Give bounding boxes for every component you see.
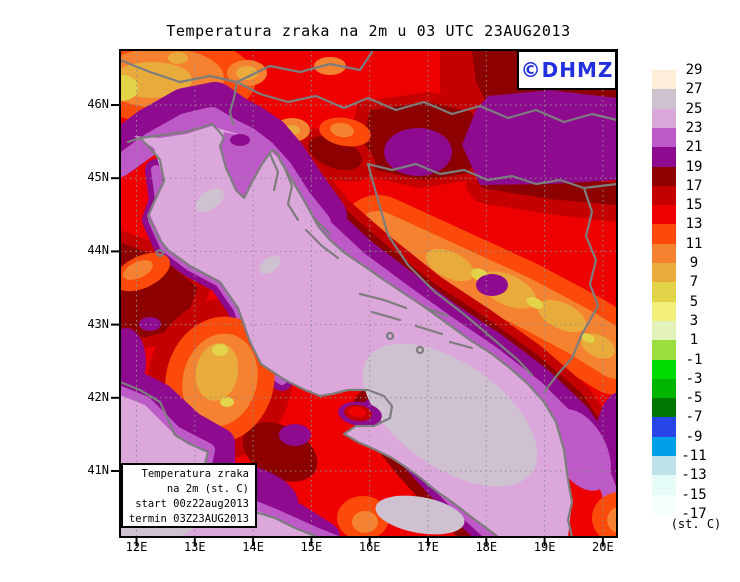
colorbar-swatch — [652, 224, 676, 245]
colorbar-swatch — [652, 166, 676, 187]
colorbar-swatch — [652, 301, 676, 322]
lon-tick-label: 20E — [592, 540, 614, 554]
colorbar-tick-label: 7 — [689, 274, 699, 291]
axis-ticks — [111, 104, 604, 546]
dhmz-watermark-text: ©DHMZ — [520, 58, 614, 82]
colorbar-swatch — [652, 108, 676, 129]
colorbar-tick-label: 27 — [685, 81, 703, 98]
lon-tick-label: 14E — [242, 540, 264, 554]
info-line-level: na 2m (st. C) — [166, 483, 249, 495]
colorbar-swatch — [652, 340, 676, 360]
lat-tick-label: 46N — [87, 97, 109, 111]
colorbar-tick-label: -15 — [681, 486, 707, 503]
lat-tick-label: 41N — [87, 463, 109, 477]
colorbar-tick-label: -7 — [685, 409, 703, 426]
map-frame — [119, 49, 618, 538]
colorbar-tick-label: 11 — [685, 235, 703, 252]
colorbar-swatch — [652, 185, 676, 206]
run-info-box: Temperatura zraka na 2m (st. C) start 00… — [121, 463, 257, 528]
colorbar-tick-label: 21 — [685, 139, 703, 156]
colorbar-swatch — [652, 456, 676, 476]
lat-tick-label: 42N — [87, 389, 109, 404]
colorbar-swatch — [652, 359, 676, 380]
colorbar-tick-label: 17 — [685, 177, 703, 194]
info-line-start: start 00z22aug2013 — [135, 498, 249, 510]
info-line-termin: termin 03Z23AUG2013 — [128, 513, 249, 525]
colorbar-swatch — [652, 320, 676, 341]
lat-tick-label: 45N — [87, 170, 109, 185]
colorbar-swatch — [652, 494, 676, 515]
lat-lon-grid — [120, 50, 617, 537]
lat-tick-label: 44N — [87, 243, 109, 258]
lon-tick-label: 12E — [125, 540, 148, 554]
colorbar-unit: (st. C) — [670, 517, 722, 531]
colorbar-tick-label: 15 — [685, 197, 703, 214]
colorbar-tick-label: 29 — [685, 62, 703, 78]
country-borders — [120, 50, 617, 394]
colorbar-swatch — [652, 89, 676, 110]
italian-coastline — [126, 136, 500, 537]
colorbar-tick-label: -17 — [681, 505, 707, 522]
colorbar-swatch — [652, 282, 676, 303]
colorbar-swatch — [652, 70, 676, 90]
lon-tick-label: 13E — [183, 540, 206, 554]
colorbar-tick-label: -11 — [681, 448, 707, 464]
colorbar-swatch — [652, 127, 676, 148]
gargano-promontory — [338, 401, 382, 427]
colorbar-swatch — [652, 147, 676, 167]
colorbar-tick-label: 25 — [685, 100, 703, 117]
colorbar-swatch — [652, 243, 676, 264]
colorbar-tick-label: 23 — [685, 119, 703, 136]
colorbar-swatch — [652, 378, 676, 399]
colorbar-tick-label: 13 — [685, 216, 703, 233]
pannonian-warm-region — [462, 90, 617, 185]
info-line-variable: Temperatura zraka — [141, 468, 249, 480]
colorbar-tick-label: 19 — [685, 158, 703, 175]
croatian-coastline — [126, 122, 574, 537]
colorbar-tick-label: -13 — [681, 467, 707, 484]
lat-tick-label: 43N — [87, 316, 109, 331]
bosnia-cold-band — [338, 195, 617, 395]
colorbar-tick-label: -3 — [685, 370, 703, 387]
page-title: Temperatura zraka na 2m u 03 UTC 23AUG20… — [166, 22, 571, 40]
lon-tick-label: 15E — [300, 540, 323, 554]
dhmz-watermark: ©DHMZ — [517, 50, 617, 90]
colorbar-swatch — [652, 398, 676, 418]
lon-tick-label: 16E — [358, 540, 381, 554]
colorbar-tick-label: -5 — [685, 390, 703, 407]
colorbar-tick-label: 3 — [689, 312, 699, 329]
colorbar-tick-label: -9 — [685, 428, 703, 445]
lon-tick-label: 17E — [417, 540, 439, 554]
lon-tick-label: 19E — [533, 540, 556, 554]
colorbar-tick-label: 5 — [689, 293, 699, 310]
colorbar-swatch — [652, 436, 676, 457]
colorbar-tick-label: 9 — [689, 255, 699, 271]
colorbar-tick-label: -1 — [685, 351, 703, 368]
colorbar-swatch — [652, 475, 676, 496]
colorbar-swatch — [652, 263, 676, 283]
colorbar-swatch — [652, 205, 676, 225]
colorbar-tick-label: 1 — [689, 332, 699, 349]
colorbar-swatch — [652, 417, 676, 438]
lon-tick-label: 18E — [475, 540, 498, 554]
